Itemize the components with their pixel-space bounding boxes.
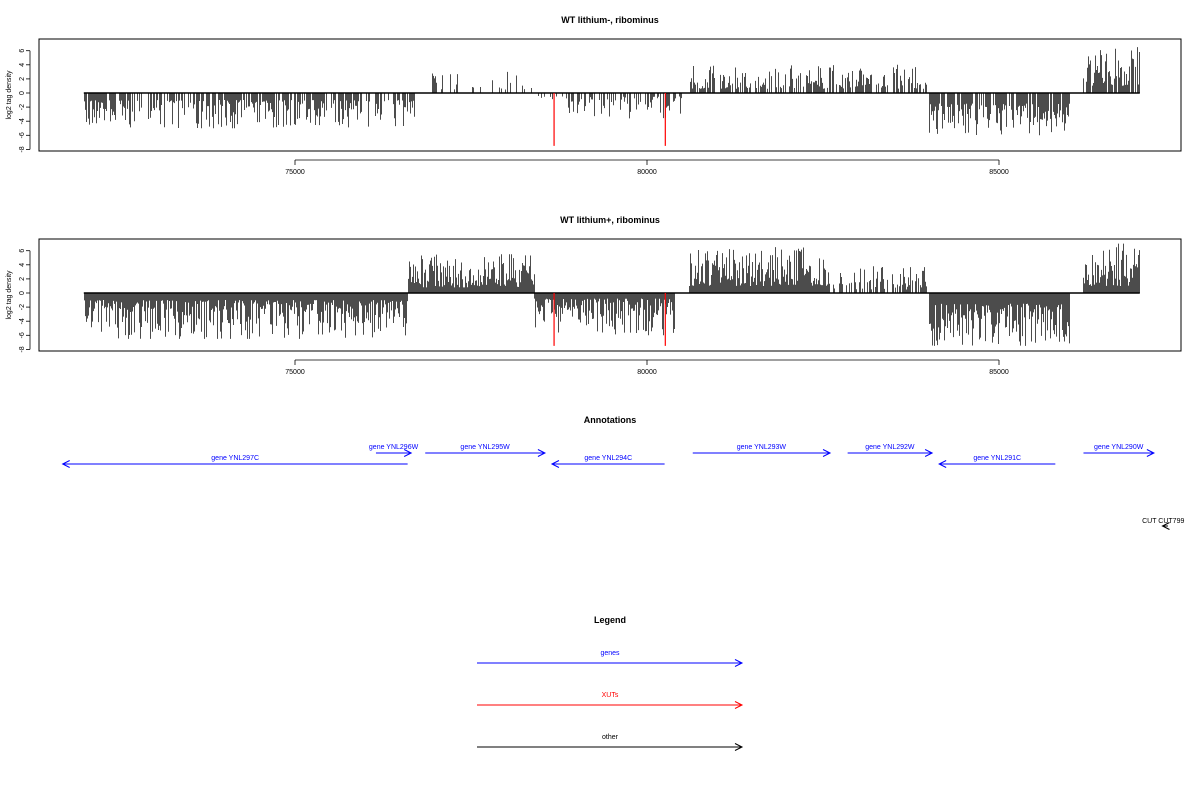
gene-arrow-head [822,449,832,457]
x-tick-label: 85000 [989,369,1009,376]
legend-arrow-head [734,701,744,709]
y-axis-label: log2 tag density [6,70,13,120]
y-tick-label: -6 [19,132,26,138]
x-tick-label: 85000 [989,169,1009,176]
signal-bars [83,243,1140,346]
gene-arrow-head [537,449,547,457]
gene-label: gene YNL294C [584,455,632,462]
panel-title: WT lithium+, ribominus [560,215,660,225]
x-tick-label: 75000 [285,369,305,376]
legend-arrow-head [734,743,744,751]
legend-label: XUTs [602,692,619,699]
y-tick-label: -4 [19,118,26,124]
y-tick-label: -8 [19,346,26,352]
gene-label: gene YNL297C [211,455,259,462]
gene-arrow-head [550,460,560,468]
y-tick-label: -2 [19,104,26,110]
y-tick-label: 0 [19,291,26,295]
gene-label: gene YNL293W [737,444,787,451]
y-tick-label: 0 [19,91,26,95]
panel-title: WT lithium-, ribominus [561,15,659,25]
x-axis: 75000 80000 85000 [285,359,1009,376]
other-label: CUT CUT799 [1142,518,1184,525]
legend-label: genes [600,650,620,657]
x-axis: 75000 80000 85000 [285,159,1009,176]
gene-label: gene YNL296W [369,444,419,451]
y-tick-label: 2 [19,77,26,81]
y-tick-label: 6 [19,49,26,53]
y-tick-label: -6 [19,332,26,338]
track-panel-lithium-minus: WT lithium-, ribominus log2 tag density … [6,15,1182,176]
legend-label: other [602,734,619,741]
plot-frame [38,38,1182,152]
annotations-title: Annotations [584,415,637,425]
y-tick-label: -8 [19,146,26,152]
y-tick-label: 2 [19,277,26,281]
x-tick-label: 80000 [637,169,657,176]
gene-label: gene YNL290W [1094,444,1144,451]
gene-label: gene YNL291C [973,455,1021,462]
y-tick-label: 6 [19,249,26,253]
y-tick-label: 4 [19,63,26,67]
y-tick-label: -4 [19,318,26,324]
y-axis: -8 -6 -4 -2 0 2 4 6 [19,249,31,353]
gene-label: gene YNL292W [865,444,915,451]
legend-title: Legend [594,615,626,625]
gene-arrow-head [403,449,413,457]
annotation-track: Annotations gene YNL297C gene YNL296W gene… [61,415,1184,530]
other-arrow-head [1161,522,1170,530]
y-tick-label: -2 [19,304,26,310]
y-tick-label: 4 [19,263,26,267]
gene-arrow-head [61,460,70,468]
plot-frame [38,238,1182,352]
y-axis: -8 -6 -4 -2 0 2 4 6 [19,49,31,153]
gene-arrow-head [938,460,947,468]
gene-arrow-head [924,449,934,457]
y-axis-label: log2 tag density [6,270,13,320]
gene-label: gene YNL295W [460,444,510,451]
signal-bars [83,47,1140,146]
legend-arrow-head [734,659,744,667]
gene-arrow-head [1146,449,1155,457]
track-panel-lithium-plus: WT lithium+, ribominus log2 tag density … [6,215,1182,376]
x-tick-label: 75000 [285,169,305,176]
legend: Legend genes XUTs other [477,615,744,751]
x-tick-label: 80000 [637,369,657,376]
